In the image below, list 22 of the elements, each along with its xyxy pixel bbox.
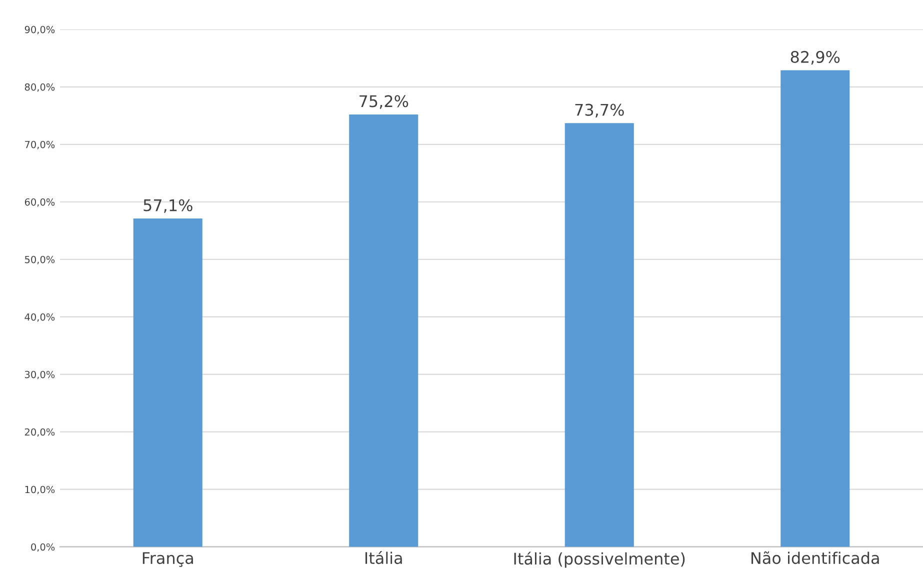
x-tick-label: Itália — [365, 551, 402, 564]
y-tick-label: 70,0% — [25, 140, 55, 150]
data-label: 57,1% — [144, 199, 192, 213]
x-tick-label: Itália (possivelmente) — [514, 552, 685, 568]
y-tick-label: 80,0% — [24, 83, 55, 92]
y-tick-label: 40,0% — [24, 313, 55, 322]
y-tick-label: 50,0% — [25, 256, 55, 264]
y-tick-label: 0,0% — [31, 543, 55, 552]
y-tick-label: 20,0% — [24, 428, 55, 437]
bar — [349, 114, 418, 547]
y-tick-label: 60,0% — [24, 198, 55, 207]
y-tick-label: 10,0% — [25, 486, 55, 494]
y-tick-label: 30,0% — [24, 370, 55, 380]
bar — [133, 218, 202, 547]
data-label: 82,9% — [790, 50, 840, 65]
bar — [780, 70, 850, 547]
bar — [564, 123, 634, 547]
data-label: 73,7% — [575, 104, 624, 118]
y-tick-label: 90,0% — [24, 26, 55, 34]
x-tick-label: Não identificada — [752, 551, 879, 564]
x-tick-label: França — [142, 552, 193, 567]
data-label: 75,2% — [360, 95, 408, 109]
